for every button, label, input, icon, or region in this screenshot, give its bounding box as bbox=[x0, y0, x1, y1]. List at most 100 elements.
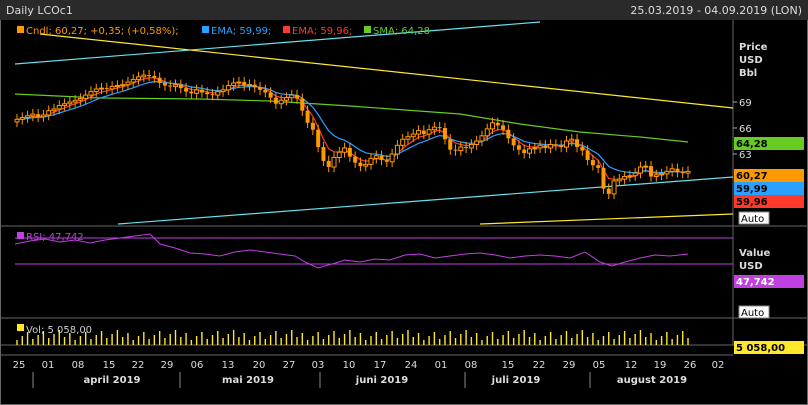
candle[interactable] bbox=[231, 82, 237, 87]
candle[interactable] bbox=[511, 138, 516, 146]
candle[interactable] bbox=[278, 99, 284, 105]
candle[interactable] bbox=[627, 175, 633, 178]
candle[interactable] bbox=[590, 160, 595, 166]
candle[interactable] bbox=[506, 129, 511, 139]
candle[interactable] bbox=[147, 75, 152, 77]
candle[interactable] bbox=[632, 172, 638, 177]
candle[interactable] bbox=[559, 145, 564, 148]
candle[interactable] bbox=[289, 94, 295, 99]
candle[interactable] bbox=[246, 84, 252, 87]
candle[interactable] bbox=[83, 94, 89, 100]
candle[interactable] bbox=[30, 113, 36, 117]
candle[interactable] bbox=[474, 140, 480, 145]
candle[interactable] bbox=[532, 147, 538, 150]
candle[interactable] bbox=[242, 82, 247, 86]
candle[interactable] bbox=[77, 98, 83, 101]
candle[interactable] bbox=[295, 95, 300, 99]
candle[interactable] bbox=[389, 153, 395, 163]
candle[interactable] bbox=[72, 99, 78, 103]
candles[interactable] bbox=[14, 69, 691, 200]
candle[interactable] bbox=[501, 125, 506, 130]
candle[interactable] bbox=[580, 147, 585, 151]
candle[interactable] bbox=[675, 168, 680, 173]
candle[interactable] bbox=[659, 173, 665, 176]
candle[interactable] bbox=[616, 178, 622, 182]
candle[interactable] bbox=[553, 144, 558, 146]
candle[interactable] bbox=[526, 148, 532, 154]
candle[interactable] bbox=[93, 88, 99, 93]
candle[interactable] bbox=[437, 127, 442, 129]
candle[interactable] bbox=[368, 157, 374, 165]
candle[interactable] bbox=[596, 165, 601, 168]
candle[interactable] bbox=[25, 115, 31, 119]
candle[interactable] bbox=[268, 92, 273, 98]
candle[interactable] bbox=[611, 180, 617, 195]
sma-line[interactable] bbox=[14, 93, 689, 143]
candle[interactable] bbox=[215, 91, 221, 96]
trend-line-upper-cyan[interactable] bbox=[14, 21, 541, 65]
candle[interactable] bbox=[394, 144, 400, 155]
trend-line-upper-yellow[interactable] bbox=[39, 33, 734, 109]
candle[interactable] bbox=[252, 84, 257, 88]
candle[interactable] bbox=[358, 162, 363, 167]
candle[interactable] bbox=[468, 143, 474, 149]
candle[interactable] bbox=[653, 174, 659, 178]
candle[interactable] bbox=[236, 81, 242, 84]
candle[interactable] bbox=[426, 129, 432, 135]
candle[interactable] bbox=[569, 138, 575, 142]
candle[interactable] bbox=[199, 89, 204, 93]
candle[interactable] bbox=[622, 176, 628, 180]
candle[interactable] bbox=[220, 89, 226, 93]
candle[interactable] bbox=[363, 163, 369, 167]
candle[interactable] bbox=[585, 150, 590, 161]
candle[interactable] bbox=[347, 147, 352, 157]
trend-line-lower-yellow[interactable] bbox=[479, 213, 734, 225]
candle[interactable] bbox=[522, 149, 527, 154]
candle[interactable] bbox=[416, 130, 422, 135]
candle[interactable] bbox=[649, 166, 654, 177]
candle[interactable] bbox=[225, 85, 231, 91]
candle[interactable] bbox=[453, 149, 458, 151]
candle[interactable] bbox=[326, 160, 331, 167]
candle[interactable] bbox=[40, 114, 46, 118]
candle[interactable] bbox=[479, 135, 485, 142]
candle[interactable] bbox=[458, 146, 464, 152]
volume-bars[interactable] bbox=[16, 330, 689, 345]
candle[interactable] bbox=[173, 84, 179, 87]
candle[interactable] bbox=[484, 128, 490, 137]
candle[interactable] bbox=[643, 165, 649, 168]
candle[interactable] bbox=[36, 114, 41, 117]
candle[interactable] bbox=[431, 126, 437, 131]
candle[interactable] bbox=[305, 110, 310, 123]
candle[interactable] bbox=[405, 136, 411, 140]
candle[interactable] bbox=[136, 76, 142, 80]
candle[interactable] bbox=[448, 139, 453, 150]
candle[interactable] bbox=[300, 98, 305, 111]
candle[interactable] bbox=[548, 143, 554, 149]
candle[interactable] bbox=[601, 167, 606, 189]
candle[interactable] bbox=[141, 74, 147, 78]
candle[interactable] bbox=[384, 160, 389, 162]
candle[interactable] bbox=[664, 170, 670, 175]
candle[interactable] bbox=[184, 88, 189, 92]
candle[interactable] bbox=[152, 76, 157, 78]
candle[interactable] bbox=[353, 156, 358, 163]
candle[interactable] bbox=[543, 145, 548, 148]
candle[interactable] bbox=[210, 94, 215, 96]
candle[interactable] bbox=[379, 155, 384, 161]
rsi-line[interactable] bbox=[14, 233, 689, 269]
candle[interactable] bbox=[637, 166, 643, 174]
candle[interactable] bbox=[606, 188, 611, 194]
candle[interactable] bbox=[67, 101, 73, 105]
candle[interactable] bbox=[114, 85, 120, 88]
candle[interactable] bbox=[273, 97, 278, 104]
candle[interactable] bbox=[14, 118, 20, 123]
candle[interactable] bbox=[537, 144, 543, 149]
candle[interactable] bbox=[46, 110, 52, 116]
candle[interactable] bbox=[194, 89, 200, 94]
candle[interactable] bbox=[263, 89, 268, 93]
candle[interactable] bbox=[575, 139, 580, 148]
candle[interactable] bbox=[99, 87, 105, 90]
candle[interactable] bbox=[563, 140, 569, 148]
candle[interactable] bbox=[109, 85, 115, 90]
